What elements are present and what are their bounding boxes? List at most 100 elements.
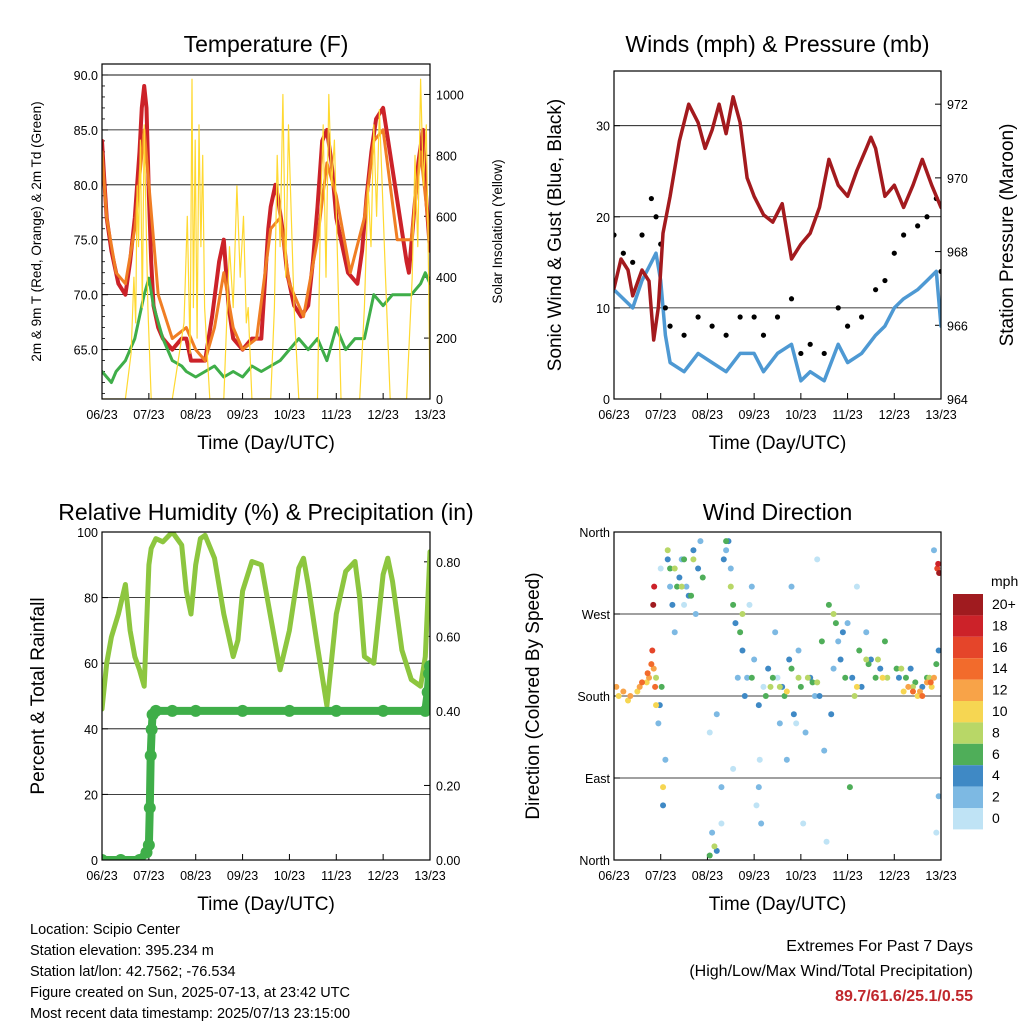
direction-point [739, 647, 746, 654]
y2-tick-label: 1000 [436, 88, 464, 102]
direction-point [644, 670, 651, 677]
x-tick-label: 07/23 [645, 408, 676, 422]
plot-area [102, 532, 430, 860]
plot-frame [613, 531, 942, 861]
direction-point [858, 683, 865, 690]
x-tick-label: 11/23 [832, 408, 862, 422]
y-tick-label: 90.0 [74, 69, 98, 83]
direction-point [865, 661, 872, 668]
direction-point [751, 656, 758, 663]
x-tick-label: 07/23 [133, 869, 164, 883]
direction-point [919, 683, 926, 690]
x-tick-label: 07/23 [645, 869, 676, 883]
gust-point [648, 195, 654, 202]
direction-point [760, 683, 767, 690]
direction-point [879, 674, 886, 681]
direction-point [753, 802, 760, 809]
direction-point [788, 583, 795, 590]
direction-point [756, 756, 763, 763]
direction-point [723, 547, 730, 554]
direction-point [916, 688, 923, 695]
series-pressure [614, 95, 941, 342]
legend-label: 16 [992, 639, 1008, 655]
x-tick-label: 10/23 [785, 408, 816, 422]
y-tick-label: 20 [84, 788, 98, 802]
direction-point [699, 574, 706, 581]
direction-point [678, 583, 685, 590]
x-tick-label: 12/23 [879, 869, 910, 883]
direction-point [933, 829, 940, 836]
direction-point [653, 702, 660, 709]
direction-point [818, 638, 825, 645]
gust-point [760, 332, 767, 338]
direction-point [730, 765, 737, 772]
direction-point [912, 679, 919, 686]
gust-point [774, 314, 781, 320]
direction-point [919, 693, 926, 699]
y-tick-label: 0 [603, 393, 610, 407]
plot-frame [101, 63, 431, 400]
gust-point [901, 232, 907, 238]
gust-point [620, 250, 626, 256]
direction-point [776, 683, 783, 690]
y-axis-label: 2m & 9m T (Red, Orange) & 2m Td (Green) [29, 101, 44, 361]
legend-swatch [953, 701, 983, 723]
direction-point [825, 601, 832, 608]
y-tick-label: South [577, 690, 610, 704]
plot-frame [613, 70, 942, 400]
direction-point [713, 711, 720, 718]
direction-point [762, 693, 769, 699]
direction-point [909, 688, 916, 695]
series-wind [614, 251, 941, 383]
extremes-box: Extremes For Past 7 Days (High/Low/Max W… [689, 934, 973, 1009]
gust-point [751, 314, 757, 320]
y-tick-label: 75.0 [74, 234, 98, 248]
gust-point [882, 277, 888, 284]
direction-point [667, 565, 674, 572]
y-tick-label: 40 [84, 723, 98, 737]
direction-point [695, 565, 702, 572]
direction-point [723, 538, 730, 545]
y2-tick-label: 600 [436, 210, 457, 224]
direction-point [837, 656, 844, 663]
direction-point [648, 661, 655, 668]
direction-point [711, 843, 718, 850]
chart-humidity: 0 20 40 60 80 100 0.00 0.20 0.40 0.60 0.80 06/23 07/… [28, 499, 474, 915]
direction-point [650, 665, 657, 672]
direction-point [767, 683, 774, 690]
direction-point [781, 693, 788, 699]
direction-point [823, 838, 830, 845]
y2-tick-label: 970 [947, 172, 968, 186]
legend-title: mph [991, 573, 1018, 589]
y-tick-label: 100 [77, 526, 98, 540]
extremes-subtitle: (High/Low/Max Wind/Total Precipitation) [689, 963, 973, 980]
legend-swatch [953, 594, 983, 616]
y2-tick-label: 964 [947, 393, 968, 407]
x-tick-label: 13/23 [925, 869, 956, 883]
direction-point [793, 720, 800, 727]
direction-point [746, 601, 753, 608]
direction-point [774, 674, 781, 681]
x-tick-label: 10/23 [274, 869, 305, 883]
y2-tick-label: 200 [436, 332, 457, 346]
x-tick-label: 12/23 [368, 869, 399, 883]
x-tick-label: 08/23 [180, 408, 211, 422]
x-tick-label: 06/23 [86, 869, 117, 883]
plot-area [102, 78, 430, 399]
direction-point [664, 547, 671, 554]
direction-point [830, 665, 837, 672]
x-tick-label: 07/23 [133, 408, 164, 422]
gust-point [630, 259, 636, 265]
direction-point [816, 693, 823, 699]
x-tick-label: 11/23 [832, 869, 862, 883]
direction-point [872, 674, 879, 681]
direction-point [706, 852, 713, 859]
direction-point [709, 829, 716, 836]
x-tick-label: 12/23 [368, 408, 399, 422]
direction-point [706, 729, 713, 736]
y2-tick-label: 966 [947, 319, 968, 333]
y2-tick-label: 968 [947, 246, 968, 260]
direction-point [662, 756, 669, 763]
direction-point [936, 570, 941, 576]
direction-point [835, 638, 842, 645]
